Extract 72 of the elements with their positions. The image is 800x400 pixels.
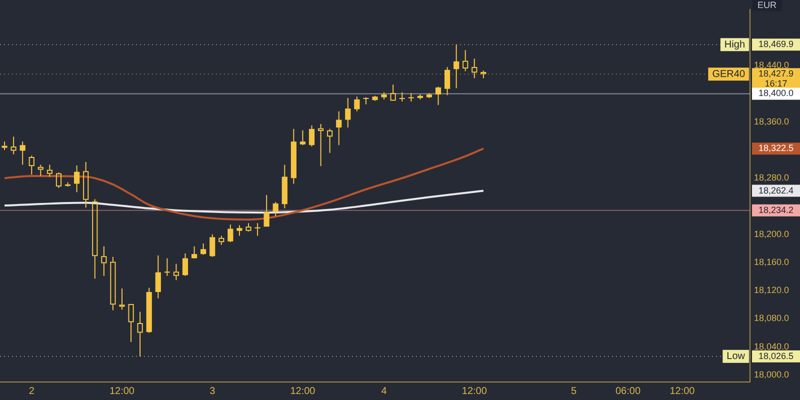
candlestick <box>10 136 16 155</box>
ref-line-label: High <box>724 39 746 50</box>
y-tick-label: 18,360.0 <box>754 116 790 126</box>
candlestick <box>236 224 242 236</box>
x-tick-label: 06:00 <box>615 386 641 397</box>
ref-line-label: GER40 <box>712 68 746 80</box>
y-tick-label: 18,120.0 <box>754 285 790 296</box>
x-tick-label: 2 <box>28 386 35 397</box>
candlestick <box>128 304 134 342</box>
x-tick-label: 5 <box>571 386 578 397</box>
candlestick <box>272 202 278 217</box>
y-tick-label: 18,280.0 <box>754 172 790 183</box>
candlestick <box>173 263 180 281</box>
candlestick <box>28 155 34 176</box>
x-tick-label: 4 <box>381 386 388 397</box>
candlestick <box>354 96 360 112</box>
candlestick <box>327 128 333 154</box>
candlestick <box>200 243 206 256</box>
y-tick-label: 18,160.0 <box>754 256 790 267</box>
candlestick <box>264 194 270 228</box>
candlestick <box>74 164 80 193</box>
candlestick <box>137 311 143 357</box>
candlestick <box>20 141 26 166</box>
candlestick <box>182 252 188 276</box>
candlestick <box>218 235 224 246</box>
candlestick <box>164 258 170 276</box>
candlestick <box>435 86 442 106</box>
candlestick <box>110 256 116 311</box>
y-tick-label: 18,040.0 <box>754 341 790 352</box>
candlestick <box>101 246 107 276</box>
text: 18,322.5 <box>758 143 794 154</box>
x-tick-label: 3 <box>210 386 216 397</box>
candlestick <box>462 50 468 72</box>
y-tick-label: 18,200.0 <box>754 228 790 239</box>
candlestick <box>119 288 125 310</box>
candlestick <box>336 110 342 146</box>
ref-line-label: Low <box>726 351 746 362</box>
candlestick <box>83 161 89 208</box>
candlestick <box>444 66 450 96</box>
x-tick-label: 12:00 <box>670 386 696 397</box>
candlestick <box>345 97 351 128</box>
candlestick <box>56 173 62 188</box>
candlestick <box>155 254 161 299</box>
candlestick <box>480 70 486 79</box>
text: 18,469.9 <box>758 39 794 50</box>
text: 18,427.9 <box>758 68 794 79</box>
text: 18,262.4 <box>758 185 794 196</box>
candlestick <box>318 123 324 167</box>
candlestick <box>454 44 460 89</box>
x-tick-label: 12:00 <box>462 386 488 397</box>
x-tick-label: 12:00 <box>109 386 135 397</box>
x-tick-label: 12:00 <box>290 386 316 397</box>
text: 16:17 <box>764 78 788 89</box>
y-tick-label: 18,440.0 <box>754 60 790 70</box>
candlestick <box>191 246 198 259</box>
candlestick <box>46 164 52 178</box>
candlestick <box>254 222 260 236</box>
candlestick <box>300 130 306 146</box>
candlestick <box>210 234 216 258</box>
text: 18,234.2 <box>758 204 794 215</box>
text: 18,400.0 <box>758 88 794 98</box>
candlestick <box>472 58 478 79</box>
y-tick-label: 18,000.0 <box>754 369 790 380</box>
candlestick <box>38 164 44 177</box>
candlestick <box>228 224 234 243</box>
candlestick <box>92 198 98 280</box>
candlestick <box>390 84 396 101</box>
y-axis-title: EUR <box>757 0 777 10</box>
y-tick-label: 18,080.0 <box>754 313 790 324</box>
candlestick <box>308 124 315 147</box>
candlestick <box>399 92 405 102</box>
text: 18,026.5 <box>758 350 794 361</box>
